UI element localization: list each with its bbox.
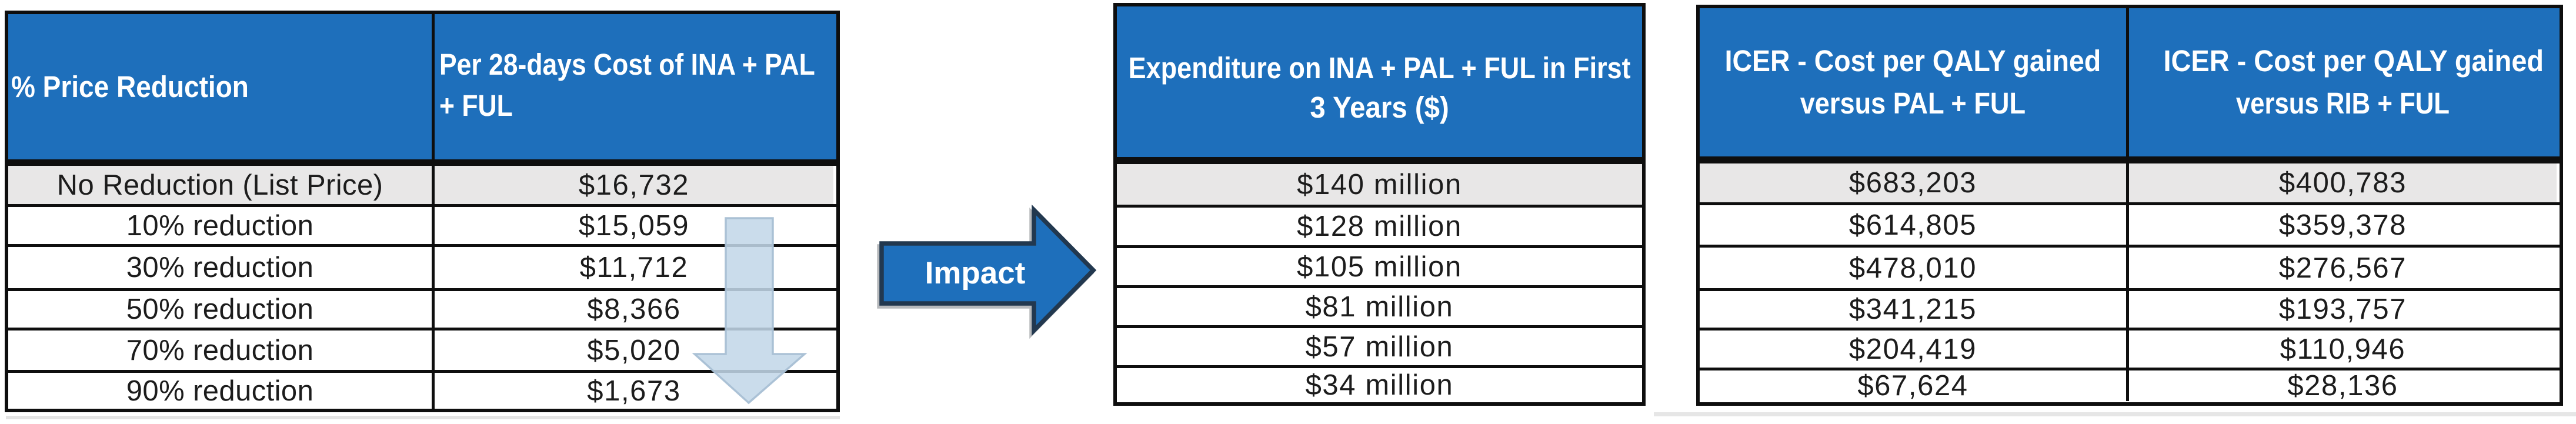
svg-text:Impact: Impact <box>925 256 1026 291</box>
